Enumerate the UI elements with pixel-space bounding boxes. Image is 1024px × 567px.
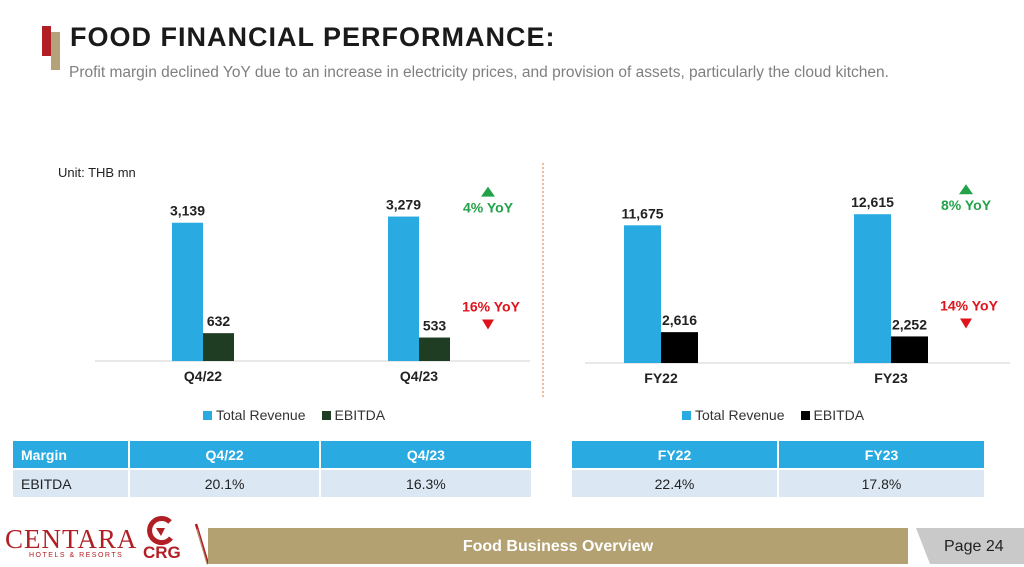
margin-table-annual: FY22 FY23 22.4% 17.8% [572, 441, 984, 497]
legend-item-ebitda: EBITDA [321, 407, 386, 423]
page-number: Page 24 [944, 538, 1004, 555]
bar-ebitda [661, 332, 698, 363]
x-tick-label: Q4/22 [184, 368, 222, 384]
page-subtitle: Profit margin declined YoY due to an inc… [69, 64, 889, 81]
legend-swatch-revenue [203, 410, 212, 420]
page-number-box [916, 528, 1024, 564]
legend-annual: Total Revenue EBITDA [682, 407, 864, 423]
table-cell: 17.8% [778, 468, 984, 497]
crg-mark-icon [147, 516, 173, 546]
table-header: FY23 [778, 441, 984, 469]
crg-label: CRG [143, 543, 181, 562]
legend-item-revenue: Total Revenue [203, 407, 306, 423]
data-label-revenue: 12,615 [851, 194, 894, 210]
data-label-revenue: 3,279 [386, 197, 421, 213]
x-tick-label: Q4/23 [400, 368, 438, 384]
yoy-annotation: 16% YoY [462, 299, 521, 315]
unit-label: Unit: THB mn [58, 165, 136, 180]
legend-item-ebitda: EBITDA [800, 407, 865, 423]
arrow-down-icon [482, 319, 494, 330]
arrow-down-icon [960, 318, 972, 329]
data-label-ebitda: 2,252 [892, 316, 927, 332]
data-label-revenue: 3,139 [170, 203, 205, 219]
page-box-slant [908, 528, 930, 564]
footer-section-title: Food Business Overview [462, 538, 654, 555]
legend-swatch-revenue [682, 410, 691, 420]
x-tick-label: FY22 [644, 370, 678, 386]
table-header: Q4/22 [129, 441, 321, 469]
table-header-row: Margin Q4/22 Q4/23 [13, 441, 531, 469]
legend-swatch-ebitda [800, 410, 810, 420]
legend-label-ebitda: EBITDA [334, 407, 386, 423]
arrow-up-icon [959, 184, 973, 195]
table-header: FY22 [572, 441, 779, 469]
yoy-annotation: 8% YoY [941, 197, 992, 213]
legend-quarterly: Total Revenue EBITDA [203, 407, 385, 423]
table-cell: EBITDA [13, 468, 131, 497]
legend-label-ebitda: EBITDA [813, 407, 865, 423]
table-cell: 22.4% [572, 468, 779, 497]
data-label-revenue: 11,675 [621, 205, 663, 221]
x-tick-label: FY23 [874, 370, 908, 386]
brand-subtitle: HOTELS & RESORTS [29, 552, 124, 559]
footer-divider [194, 523, 210, 565]
legend-swatch-ebitda [321, 410, 331, 420]
data-label-ebitda: 2,616 [662, 312, 697, 328]
bar-total-revenue [172, 222, 203, 361]
table-row: 22.4% 17.8% [572, 468, 984, 497]
data-label-ebitda: 632 [207, 313, 231, 329]
bar-ebitda [419, 337, 450, 361]
bar-ebitda [891, 336, 928, 363]
title-accent-red [42, 26, 51, 56]
footer-bar [208, 528, 908, 564]
legend-label-revenue: Total Revenue [695, 407, 785, 423]
centara-logo: CENTARA HOTELS & RESORTS CRG [5, 516, 205, 564]
table-row: EBITDA 20.1% 16.3% [13, 468, 531, 497]
title-accent-gold [51, 32, 60, 70]
bar-ebitda [203, 333, 234, 361]
legend-label-revenue: Total Revenue [216, 407, 306, 423]
yoy-annotation: 14% YoY [940, 297, 999, 313]
table-header-row: FY22 FY23 [572, 441, 984, 469]
bar-total-revenue [388, 216, 419, 361]
margin-table-quarterly: Margin Q4/22 Q4/23 EBITDA 20.1% 16.3% [13, 441, 531, 497]
bar-total-revenue [624, 225, 661, 363]
table-header: Q4/23 [319, 441, 531, 469]
table-header: Margin [13, 441, 131, 469]
page-title: FOOD FINANCIAL PERFORMANCE: [70, 22, 556, 52]
bar-total-revenue [854, 214, 891, 363]
legend-item-revenue: Total Revenue [682, 407, 785, 423]
arrow-up-icon [481, 186, 495, 197]
table-cell: 16.3% [319, 468, 531, 497]
data-label-ebitda: 533 [423, 318, 447, 334]
brand-name: CENTARA [5, 524, 138, 554]
table-cell: 20.1% [129, 468, 321, 497]
yoy-annotation: 4% YoY [463, 200, 514, 216]
